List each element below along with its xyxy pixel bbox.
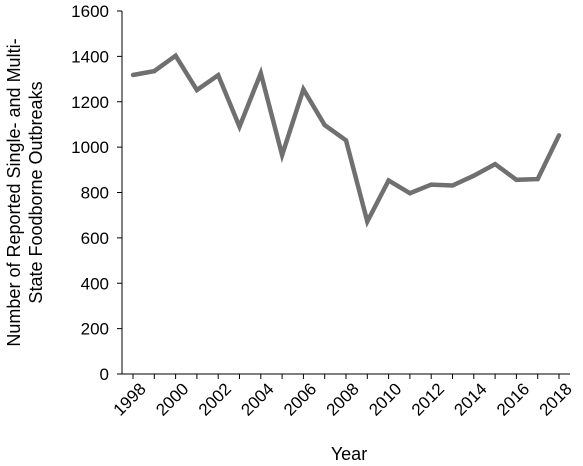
x-axis-ticks: 1998 2000 2002 2004 2006 2008 2010 2012 2014 2016… — [110, 374, 576, 420]
x-tick-label: 1998 — [110, 379, 150, 419]
x-axis-title: Year — [331, 444, 367, 464]
x-tick-label: 2014 — [450, 379, 490, 419]
y-tick-label: 0 — [100, 365, 109, 384]
x-tick-label: 2016 — [493, 379, 533, 419]
y-axis-title-line: State Foodborne Outbreaks — [26, 81, 46, 303]
x-tick-label: 2004 — [237, 379, 277, 419]
data-point — [237, 124, 242, 129]
data-point — [279, 152, 285, 158]
y-axis-title-line: Number of Reported Single- and Multi- — [4, 38, 24, 346]
y-axis-title: Number of Reported Single- and Multi- Sta… — [4, 38, 46, 346]
data-point — [173, 53, 178, 58]
data-point — [216, 73, 221, 78]
data-point — [471, 173, 476, 178]
x-tick-label: 2002 — [195, 379, 235, 419]
data-point — [450, 183, 455, 188]
data-point — [343, 138, 349, 143]
data-point — [301, 87, 306, 92]
data-point — [258, 70, 263, 76]
data-point — [130, 72, 136, 78]
data-point — [386, 178, 391, 183]
x-tick-label: 2012 — [408, 379, 448, 419]
data-point — [556, 133, 562, 138]
data-point — [365, 219, 370, 224]
data-points — [130, 53, 562, 224]
y-tick-label: 200 — [81, 320, 109, 339]
data-point — [152, 68, 157, 74]
y-axis-ticks: 0 200 400 600 800 1000 1200 1400 1600 — [71, 2, 122, 384]
data-point — [407, 190, 413, 196]
data-point — [492, 161, 498, 167]
x-tick-label: 2000 — [152, 379, 192, 419]
y-tick-label: 1000 — [71, 138, 109, 157]
y-tick-label: 600 — [81, 229, 109, 248]
y-tick-label: 400 — [81, 274, 109, 293]
data-point — [429, 182, 434, 187]
data-point — [535, 176, 540, 182]
y-tick-label: 1600 — [71, 2, 109, 21]
y-tick-label: 800 — [81, 184, 109, 203]
x-tick-label: 2018 — [536, 379, 576, 419]
data-point — [194, 87, 200, 93]
x-tick-label: 2010 — [365, 379, 405, 419]
data-point — [322, 122, 327, 128]
data-point — [514, 177, 519, 182]
y-tick-label: 1400 — [71, 47, 109, 66]
x-tick-label: 2006 — [280, 379, 320, 419]
y-tick-label: 1200 — [71, 93, 109, 112]
x-tick-label: 2008 — [323, 379, 363, 419]
